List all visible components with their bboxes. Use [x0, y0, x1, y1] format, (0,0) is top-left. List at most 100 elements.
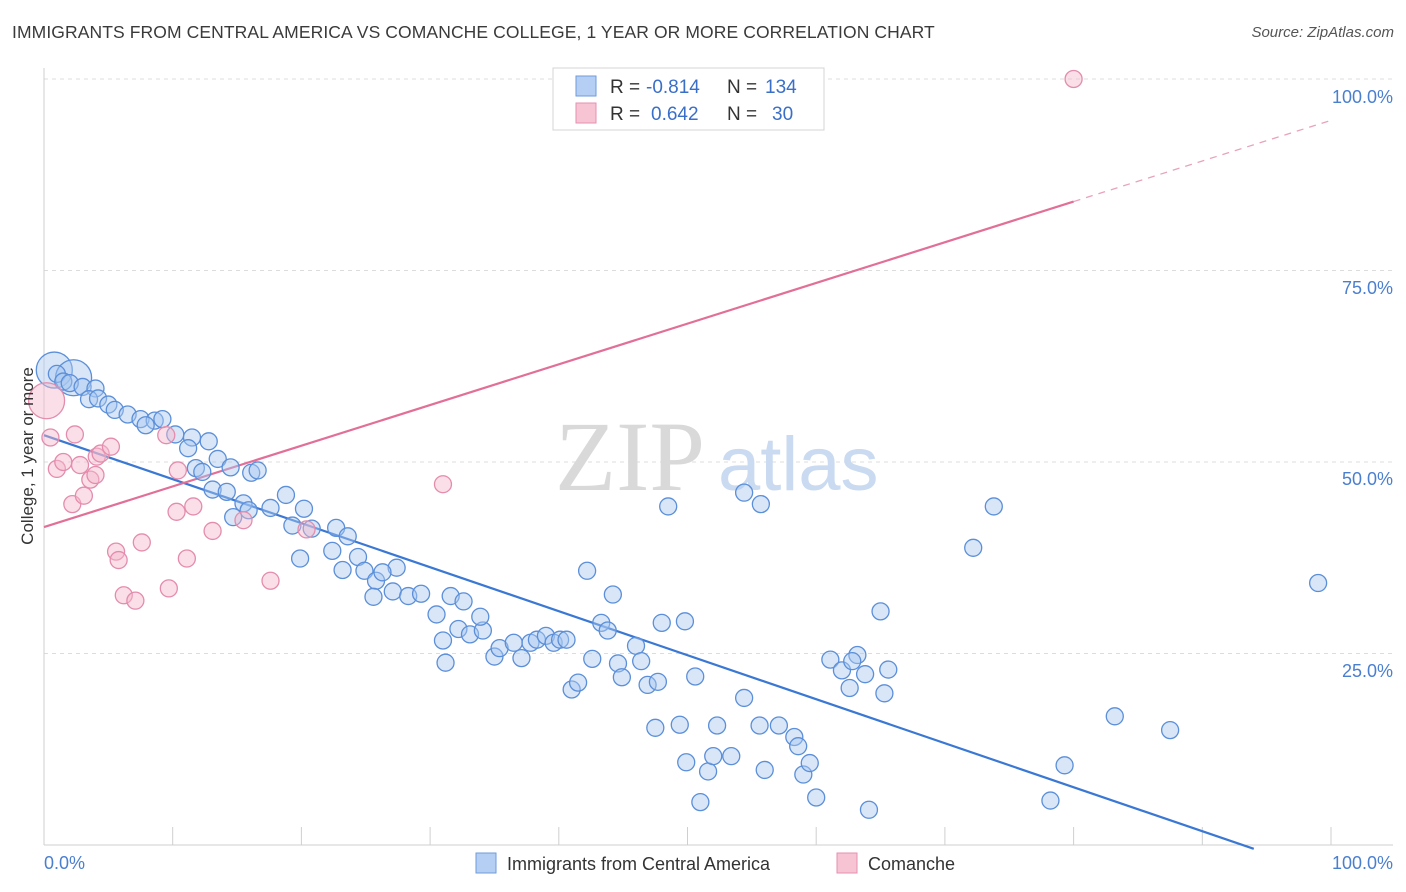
- point-blue-65: [550, 630, 570, 649]
- legend-r-label-blue: R =: [610, 77, 640, 98]
- axes: [43, 68, 1393, 846]
- trend-line-pink-extension: [1073, 119, 1332, 203]
- point-blue-23: [248, 461, 267, 480]
- point-blue-74: [608, 654, 628, 673]
- point-blue-13: [136, 416, 155, 435]
- point-blue-30: [294, 499, 314, 518]
- point-pink-4: [65, 425, 85, 444]
- legend-swatch-pink: [575, 102, 597, 124]
- point-blue-70: [583, 649, 602, 669]
- watermark-zip: ZIP: [555, 401, 705, 512]
- point-blue-32: [283, 516, 302, 535]
- point-pink-0: [41, 428, 60, 447]
- chart-title: IMMIGRANTS FROM CENTRAL AMERICA VS COMAN…: [12, 22, 935, 42]
- point-blue-77: [632, 652, 651, 671]
- point-blue-16: [199, 432, 218, 451]
- point-blue-47: [411, 584, 431, 603]
- legend-n-value-pink: 30: [772, 104, 793, 125]
- point-blue-37: [323, 541, 342, 561]
- point-pink-15: [126, 591, 145, 610]
- point-pink-28: [1064, 69, 1083, 89]
- point-pink-10: [91, 444, 110, 463]
- point-blue-59: [504, 633, 523, 652]
- point-blue-92: [734, 483, 754, 502]
- point-blue-6: [88, 389, 108, 408]
- legend-swatch-blue: [575, 75, 597, 97]
- point-blue-101: [800, 753, 819, 773]
- point-blue-109: [871, 602, 890, 621]
- point-blue-33: [302, 519, 321, 538]
- watermark-atlas: atlas: [718, 422, 879, 507]
- point-blue-21: [193, 462, 212, 482]
- legend-r-value-pink: 0.642: [651, 104, 699, 125]
- point-blue-111: [879, 660, 898, 679]
- point-blue-115: [1055, 756, 1074, 775]
- point-blue-58: [490, 638, 509, 658]
- series-legend-swatch-pink: [836, 852, 858, 874]
- y-axis-label: College, 1 year or more: [18, 367, 37, 545]
- y-tick-label-100: 100.0%: [1332, 87, 1393, 107]
- point-blue-69: [568, 673, 588, 692]
- point-blue-112: [964, 538, 983, 557]
- point-blue-50: [454, 592, 473, 611]
- point-blue-88: [698, 762, 718, 781]
- point-blue-48: [427, 605, 446, 624]
- point-blue-117: [1160, 720, 1180, 740]
- point-blue-108: [855, 665, 875, 684]
- point-pink-23: [203, 521, 222, 541]
- point-blue-39: [333, 560, 352, 580]
- point-blue-110: [875, 684, 894, 703]
- legend-n-label-pink: N =: [727, 104, 757, 125]
- point-blue-95: [750, 716, 769, 735]
- point-blue-54: [473, 621, 493, 640]
- chart-source: Source: ZipAtlas.com: [1251, 24, 1394, 41]
- point-blue-119: [859, 800, 879, 819]
- point-pink-22: [184, 497, 203, 516]
- point-pink-24: [234, 511, 253, 530]
- stats-legend: R = -0.814 N = 134 R = 0.642 N = 30: [552, 67, 825, 131]
- series-legend: Immigrants from Central America Comanche: [475, 852, 955, 874]
- point-blue-102: [807, 788, 826, 807]
- y-tick-label-75: 75.0%: [1342, 278, 1393, 298]
- point-blue-73: [603, 585, 623, 604]
- point-blue-46: [364, 587, 383, 606]
- point-blue-87: [691, 792, 710, 812]
- point-blue-79: [648, 672, 668, 691]
- point-pink-1: [47, 459, 67, 479]
- series-legend-swatch-blue: [475, 852, 497, 874]
- point-blue-12: [153, 409, 172, 429]
- point-blue-114: [1041, 791, 1060, 810]
- point-blue-97: [769, 716, 789, 735]
- point-pink-5: [70, 455, 90, 475]
- point-blue-1: [54, 372, 73, 391]
- point-pink-13: [109, 550, 128, 570]
- data-points: [27, 69, 1328, 819]
- trend-lines: [43, 119, 1332, 850]
- point-blue-66: [557, 630, 576, 649]
- x-tick-label-100: 100.0%: [1332, 853, 1393, 873]
- point-blue-27: [239, 501, 258, 520]
- point-blue-89: [704, 746, 723, 766]
- point-pink-19: [168, 461, 187, 480]
- point-blue-84: [670, 715, 689, 734]
- point-blue-116: [1105, 707, 1124, 726]
- point-blue-36: [290, 549, 310, 568]
- point-pink-8: [86, 465, 105, 485]
- point-pink-18: [159, 579, 178, 598]
- point-blue-75: [612, 668, 632, 687]
- point-blue-94: [751, 494, 771, 514]
- legend-n-label-blue: N =: [727, 77, 757, 98]
- point-blue-52: [449, 619, 468, 639]
- point-blue-96: [755, 760, 774, 780]
- point-blue-24: [203, 480, 222, 499]
- point-blue-98: [785, 727, 804, 747]
- point-blue-99: [789, 737, 808, 756]
- point-blue-40: [355, 561, 374, 580]
- point-blue-60: [512, 648, 531, 668]
- point-blue-113: [984, 497, 1003, 516]
- point-blue-56: [436, 653, 455, 672]
- point-blue-105: [840, 678, 859, 698]
- y-tick-label-50: 50.0%: [1342, 469, 1393, 489]
- point-blue-51: [433, 631, 453, 650]
- point-pink-20: [167, 502, 186, 521]
